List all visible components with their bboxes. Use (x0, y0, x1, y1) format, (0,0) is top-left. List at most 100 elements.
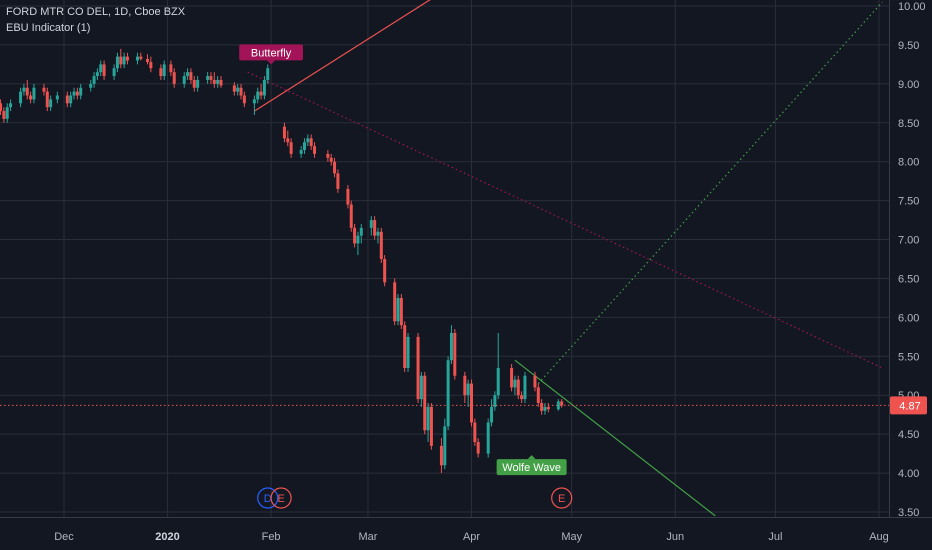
candle-body (252, 99, 256, 104)
candle (69, 91, 73, 108)
candle (102, 60, 106, 80)
candle-body (212, 79, 216, 84)
candle (45, 87, 49, 112)
candle (79, 83, 83, 100)
candle-body (309, 138, 313, 147)
butterfly-trendline (254, 0, 431, 112)
candle (92, 72, 96, 88)
candle-body (443, 426, 447, 466)
candle-body (359, 227, 363, 236)
candle-body (89, 83, 93, 88)
candle-body (453, 332, 457, 376)
chart-legend[interactable]: FORD MTR CO DEL, 1D, Cboe BZX EBU Indica… (6, 4, 185, 36)
candle-body (72, 91, 76, 96)
candle (29, 91, 33, 104)
candle-body (186, 72, 190, 77)
label-text: Wolfe Wave (502, 462, 561, 474)
candle (42, 83, 46, 96)
x-tick-label: Feb (262, 531, 281, 543)
x-tick-label: Jul (768, 531, 782, 543)
pattern-labels[interactable]: Butterfly Wolfe Wave (239, 44, 567, 476)
candle-body (5, 107, 9, 119)
candle (393, 278, 397, 326)
candle (49, 95, 53, 112)
candle (309, 134, 313, 151)
y-tick-label: 8.50 (898, 118, 919, 130)
candle-body (373, 220, 377, 236)
candle-body (353, 227, 357, 244)
candle (466, 379, 470, 407)
candle-body (22, 87, 26, 92)
candle-body (466, 383, 470, 396)
candle (216, 76, 220, 88)
candle-body (2, 111, 6, 119)
candle (149, 56, 153, 73)
candle-body (536, 387, 540, 404)
butterfly-label[interactable]: Butterfly (239, 44, 303, 65)
candle (55, 91, 59, 104)
candle (453, 329, 457, 380)
candle-body (356, 235, 360, 244)
candle (186, 68, 190, 80)
candle (125, 52, 129, 65)
candle (523, 371, 527, 404)
candle-body (306, 138, 310, 143)
x-tick-label: Aug (869, 531, 889, 543)
candle (89, 79, 93, 92)
candle-body (299, 150, 303, 154)
candle-body (49, 99, 53, 108)
candle (239, 83, 243, 100)
candle-body (383, 259, 387, 283)
candle (232, 82, 236, 96)
candle (429, 403, 433, 450)
candle (219, 76, 223, 88)
candle (533, 371, 537, 392)
last-price-tag[interactable]: 4.87 (890, 396, 927, 415)
candle-body (65, 95, 69, 104)
candle-body (135, 56, 139, 61)
candle-body (182, 76, 186, 84)
candle-body (546, 406, 550, 410)
dividend-event[interactable]: D (257, 487, 279, 509)
candle-body (139, 56, 143, 59)
candle-body (496, 367, 500, 396)
candle-body (516, 379, 520, 396)
earnings-event-feb[interactable]: E (270, 487, 292, 509)
drawing-lines[interactable] (0, 0, 889, 517)
candle (486, 418, 490, 458)
event-letter: E (277, 493, 284, 505)
candle (212, 72, 216, 88)
symbol-title[interactable]: FORD MTR CO DEL, 1D, Cboe BZX (6, 6, 186, 18)
label-box (239, 44, 303, 61)
candle-body (282, 126, 286, 139)
last-price-label: 4.87 (899, 400, 920, 412)
candle-body (470, 383, 473, 423)
candle (419, 371, 423, 407)
candle-body (242, 95, 246, 104)
candle (139, 52, 143, 61)
candle-body (45, 91, 49, 108)
candle (449, 325, 453, 365)
y-tick-label: 9.00 (898, 79, 919, 91)
earnings-event-apr[interactable]: E (551, 487, 573, 509)
candle-body (99, 64, 103, 73)
candles (0, 48, 564, 474)
candle (286, 130, 290, 147)
candle-body (286, 138, 290, 143)
x-tick-label: Jun (666, 531, 684, 543)
wolfe-wave-label[interactable]: Wolfe Wave (496, 455, 567, 476)
candle-body (543, 406, 547, 411)
y-tick-label: 4.00 (898, 468, 919, 480)
indicator-title[interactable]: EBU Indicator (1) (6, 22, 91, 34)
candle (379, 227, 383, 263)
candle (95, 68, 99, 80)
wolfe-down-line (514, 359, 716, 517)
candle-body (29, 95, 33, 100)
candle-body (19, 91, 23, 104)
candle-body (206, 76, 210, 80)
candle (426, 403, 430, 442)
candle (406, 332, 410, 372)
